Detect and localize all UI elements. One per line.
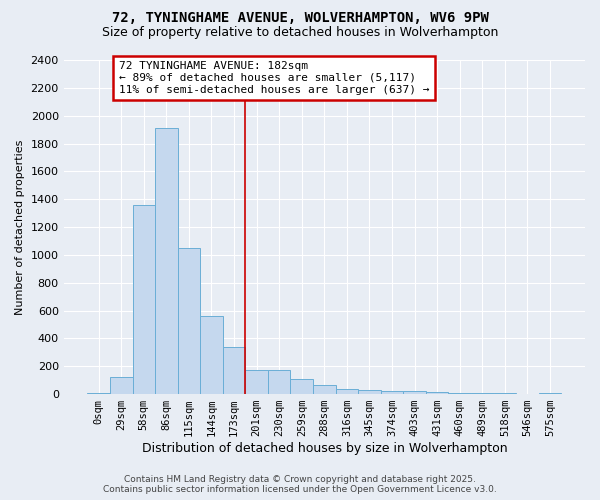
Bar bbox=[313, 385, 335, 394]
X-axis label: Distribution of detached houses by size in Wolverhampton: Distribution of detached houses by size … bbox=[142, 442, 507, 455]
Bar bbox=[245, 370, 268, 394]
Bar bbox=[381, 390, 403, 394]
Text: Contains HM Land Registry data © Crown copyright and database right 2025.
Contai: Contains HM Land Registry data © Crown c… bbox=[103, 474, 497, 494]
Bar bbox=[110, 376, 133, 394]
Bar bbox=[178, 248, 200, 394]
Bar bbox=[335, 389, 358, 394]
Text: Size of property relative to detached houses in Wolverhampton: Size of property relative to detached ho… bbox=[102, 26, 498, 39]
Bar bbox=[358, 390, 381, 394]
Bar bbox=[155, 128, 178, 394]
Bar bbox=[268, 370, 290, 394]
Bar bbox=[200, 316, 223, 394]
Bar bbox=[426, 392, 448, 394]
Bar bbox=[403, 392, 426, 394]
Y-axis label: Number of detached properties: Number of detached properties bbox=[15, 140, 25, 314]
Bar bbox=[223, 348, 245, 394]
Bar bbox=[133, 205, 155, 394]
Bar bbox=[290, 379, 313, 394]
Text: 72 TYNINGHAME AVENUE: 182sqm
← 89% of detached houses are smaller (5,117)
11% of: 72 TYNINGHAME AVENUE: 182sqm ← 89% of de… bbox=[119, 62, 430, 94]
Bar bbox=[88, 392, 110, 394]
Bar bbox=[539, 392, 562, 394]
Text: 72, TYNINGHAME AVENUE, WOLVERHAMPTON, WV6 9PW: 72, TYNINGHAME AVENUE, WOLVERHAMPTON, WV… bbox=[112, 11, 488, 25]
